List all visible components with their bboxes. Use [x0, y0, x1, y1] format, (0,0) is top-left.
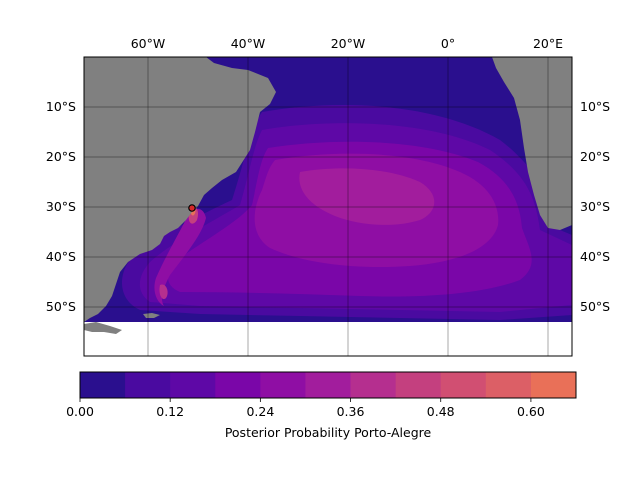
colorbar-level-3: [215, 372, 261, 398]
field-coast-high: [154, 208, 206, 306]
field-gyre-peak: [299, 168, 435, 225]
land-south-america: [84, 57, 276, 322]
graticule: [84, 57, 572, 356]
map-frame: [83, 56, 573, 357]
lat-tick-labels-left: 10°S 20°S 30°S 40°S 50°S: [46, 99, 76, 314]
lat-tick-label: 30°S: [46, 199, 76, 214]
land-africa: [492, 57, 572, 230]
lat-tick-label: 50°S: [46, 299, 76, 314]
lon-tick-label: 0°: [441, 36, 455, 51]
colorbar-ticks: 0.00 0.12 0.24 0.36 0.48 0.60: [66, 398, 545, 419]
lat-tick-label: 40°S: [580, 249, 610, 264]
lat-tick-label: 50°S: [580, 299, 610, 314]
colorbar-level-5: [305, 372, 351, 398]
lat-tick-label: 10°S: [46, 99, 76, 114]
colorbar-tick-label: 0.24: [246, 404, 274, 419]
colorbar-level-1: [125, 372, 171, 398]
lat-tick-label: 10°S: [580, 99, 610, 114]
lon-tick-labels: 60°W 40°W 20°W 0° 20°E: [131, 36, 563, 51]
map-panel: [84, 57, 572, 356]
colorbar-segments: [80, 372, 577, 398]
colorbar: 0.00 0.12 0.24 0.36 0.48 0.60 Posterior Proba…: [66, 371, 577, 440]
lon-tick-label: 60°W: [131, 36, 166, 51]
field-south-patch: [159, 284, 168, 300]
land-falklands: [143, 313, 160, 318]
probability-field: [84, 57, 572, 322]
colorbar-label: Posterior Probability Porto-Alegre: [225, 425, 432, 440]
colorbar-tick-label: 0.12: [156, 404, 184, 419]
colorbar-tick-label: 0.36: [337, 404, 365, 419]
lon-tick-label: 20°W: [331, 36, 366, 51]
colorbar-level-9: [485, 372, 532, 398]
colorbar-level-6: [350, 372, 397, 398]
colorbar-frame: [79, 371, 577, 399]
colorbar-tick-label: 0.00: [66, 404, 94, 419]
lat-tick-label: 20°S: [46, 149, 76, 164]
colorbar-level-4: [260, 372, 306, 398]
colorbar-tick-label: 0.48: [427, 404, 455, 419]
lat-tick-labels-right: 10°S 20°S 30°S 40°S 50°S: [580, 99, 610, 314]
colorbar-level-7: [395, 372, 442, 398]
colorbar-level-0: [80, 372, 126, 398]
porto-alegre-marker: [188, 204, 196, 212]
lon-tick-label: 40°W: [231, 36, 266, 51]
colorbar-level-8: [440, 372, 487, 398]
land: [84, 57, 572, 334]
lon-tick-label: 20°E: [533, 36, 563, 51]
land-tierra-del-fuego: [84, 322, 122, 334]
colorbar-level-2: [170, 372, 216, 398]
colorbar-tick-label: 0.60: [517, 404, 545, 419]
lat-tick-label: 20°S: [580, 149, 610, 164]
lat-tick-label: 30°S: [580, 199, 610, 214]
colorbar-level-10: [530, 372, 577, 398]
lat-tick-label: 40°S: [46, 249, 76, 264]
